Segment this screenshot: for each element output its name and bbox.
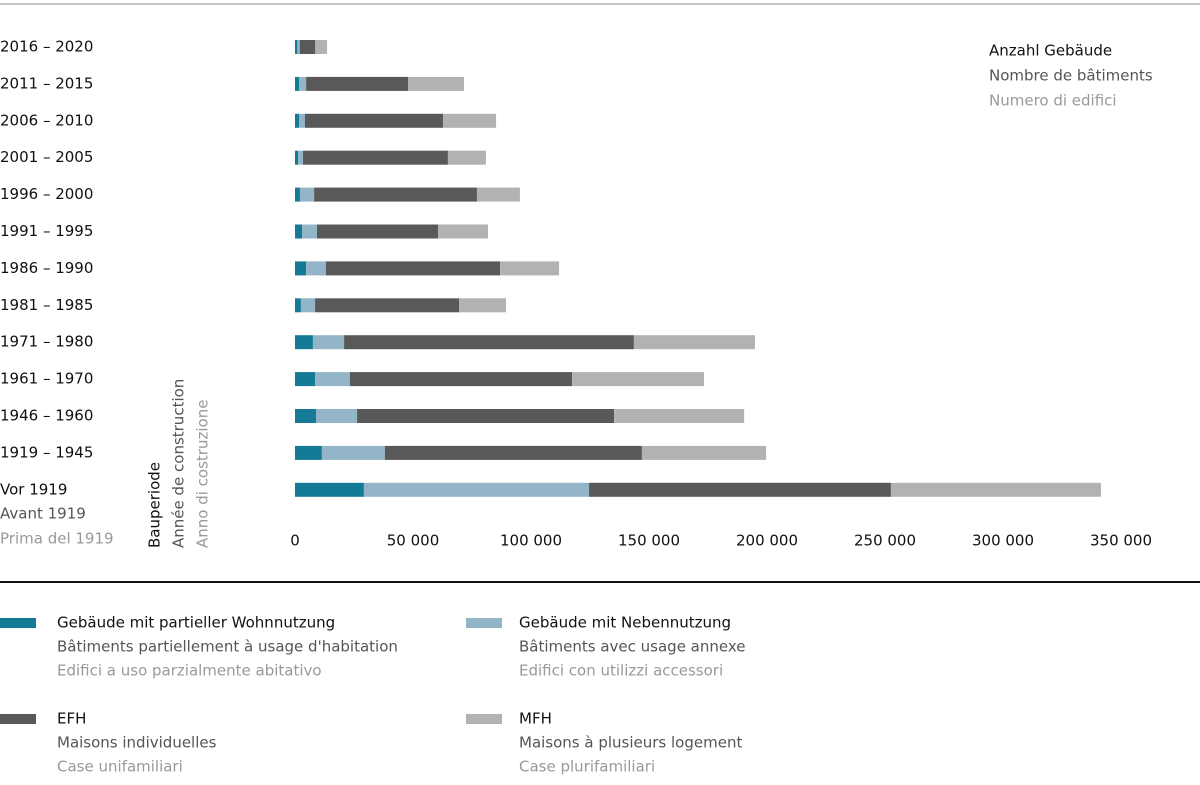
bar-segment [295,150,299,165]
x-tick-label: 250 000 [854,532,916,550]
bar-segment [295,298,301,313]
legend-label: Case plurifamiliari [519,758,655,776]
category-label: 1971 – 1980 [0,333,93,351]
bar-segment [295,224,303,239]
bar-segment [297,40,300,54]
bar-segment [321,445,385,460]
axis-title: Anno di costruzione [194,400,212,548]
value-label: Numero di edifici [989,92,1117,110]
legend-label: Maisons à plusieurs logement [519,734,742,752]
category-label: Vor 1919 [0,480,67,498]
legend-label: EFH [57,710,86,728]
legend-label: Bâtiments partiellement à usage d'habita… [57,638,398,656]
legend-label: MFH [519,710,552,728]
bar-segment [438,224,489,239]
x-tick-label: 150 000 [618,532,680,550]
bar-segment [295,40,298,54]
bar-segment [306,76,409,91]
category-label: 1986 – 1990 [0,259,93,277]
legend-label: Gebäude mit Nebennutzung [519,614,731,632]
category-label: 2006 – 2010 [0,111,93,129]
bar-segment [315,298,460,313]
legend-label: Bâtiments avec usage annexe [519,638,746,656]
bar-segment [633,335,755,350]
legend-swatch [0,618,36,628]
legend-swatch [466,714,502,724]
bar-segment [295,445,322,460]
bar-segment [312,335,345,350]
bar-segment [357,409,615,423]
category-label: 1946 – 1960 [0,407,93,425]
bar-segment [295,113,300,128]
bar-segment [304,113,443,128]
bar-segment [299,76,307,91]
bar-segment [299,113,305,128]
bar-segment [302,224,317,239]
bar-segment [295,76,300,91]
bar-segment [303,150,448,165]
category-label: 1991 – 1995 [0,222,93,240]
bar-segment [363,482,590,497]
bar-segment [315,40,328,54]
bar-segment [298,150,304,165]
category-label: 2001 – 2005 [0,148,93,166]
category-label: Avant 1919 [0,505,86,523]
x-tick-label: 50 000 [387,532,440,550]
category-label: 1981 – 1985 [0,296,93,314]
bar-segment [442,113,497,128]
x-tick-label: 300 000 [972,532,1034,550]
bar-segment [614,409,745,423]
bar-segment [572,372,704,387]
x-tick-label: 0 [290,532,300,550]
bar-segment [315,372,350,387]
category-label: 1996 – 2000 [0,185,93,203]
bar-segment [408,76,464,91]
legend-label: Maisons individuelles [57,734,217,752]
axis-title: Bauperiode [146,462,164,548]
bar-segment [500,261,560,276]
bar-segment [344,335,634,350]
bar-segment [314,187,477,202]
axis-title: Année de construction [170,379,188,548]
bar-segment [589,482,891,497]
category-label: 2011 – 2015 [0,74,93,92]
legend-label: Case unifamiliari [57,758,183,776]
bar-segment [299,187,315,202]
bar-segment [295,187,300,202]
legend-label: Gebäude mit partieller Wohnnutzung [57,614,335,632]
bar-segment [476,187,520,202]
legend-swatch [0,714,36,724]
bar-segment [890,482,1101,497]
legend-label: Edifici con utilizzi accessori [519,662,723,680]
bar-segment [300,298,316,313]
category-label: 2016 – 2020 [0,38,93,56]
bar-segment [295,409,317,423]
x-tick-label: 350 000 [1090,532,1152,550]
bar-segment [295,372,316,387]
bar-segment [325,261,501,276]
value-label: Nombre de bâtiments [989,67,1153,85]
value-label: Anzahl Gebäude [989,42,1112,60]
bar-segment [295,482,364,497]
x-tick-label: 100 000 [500,532,562,550]
bar-segment [295,335,313,350]
bar-segment [384,445,642,460]
category-label: 1919 – 1945 [0,443,93,461]
bar-segment [306,261,326,276]
category-label: Prima del 1919 [0,530,114,548]
bar-segment [295,261,307,276]
legend-swatch [466,618,502,628]
category-label: 1961 – 1970 [0,370,93,388]
bar-segment [459,298,506,313]
bar-segment [316,224,439,239]
bar-segment [349,372,573,387]
bar-segment [316,409,358,423]
bar-segment [641,445,767,460]
bar-segment [447,150,486,165]
legend-label: Edifici a uso parzialmente abitativo [57,662,322,680]
bar-segment [299,40,316,54]
x-tick-label: 200 000 [736,532,798,550]
